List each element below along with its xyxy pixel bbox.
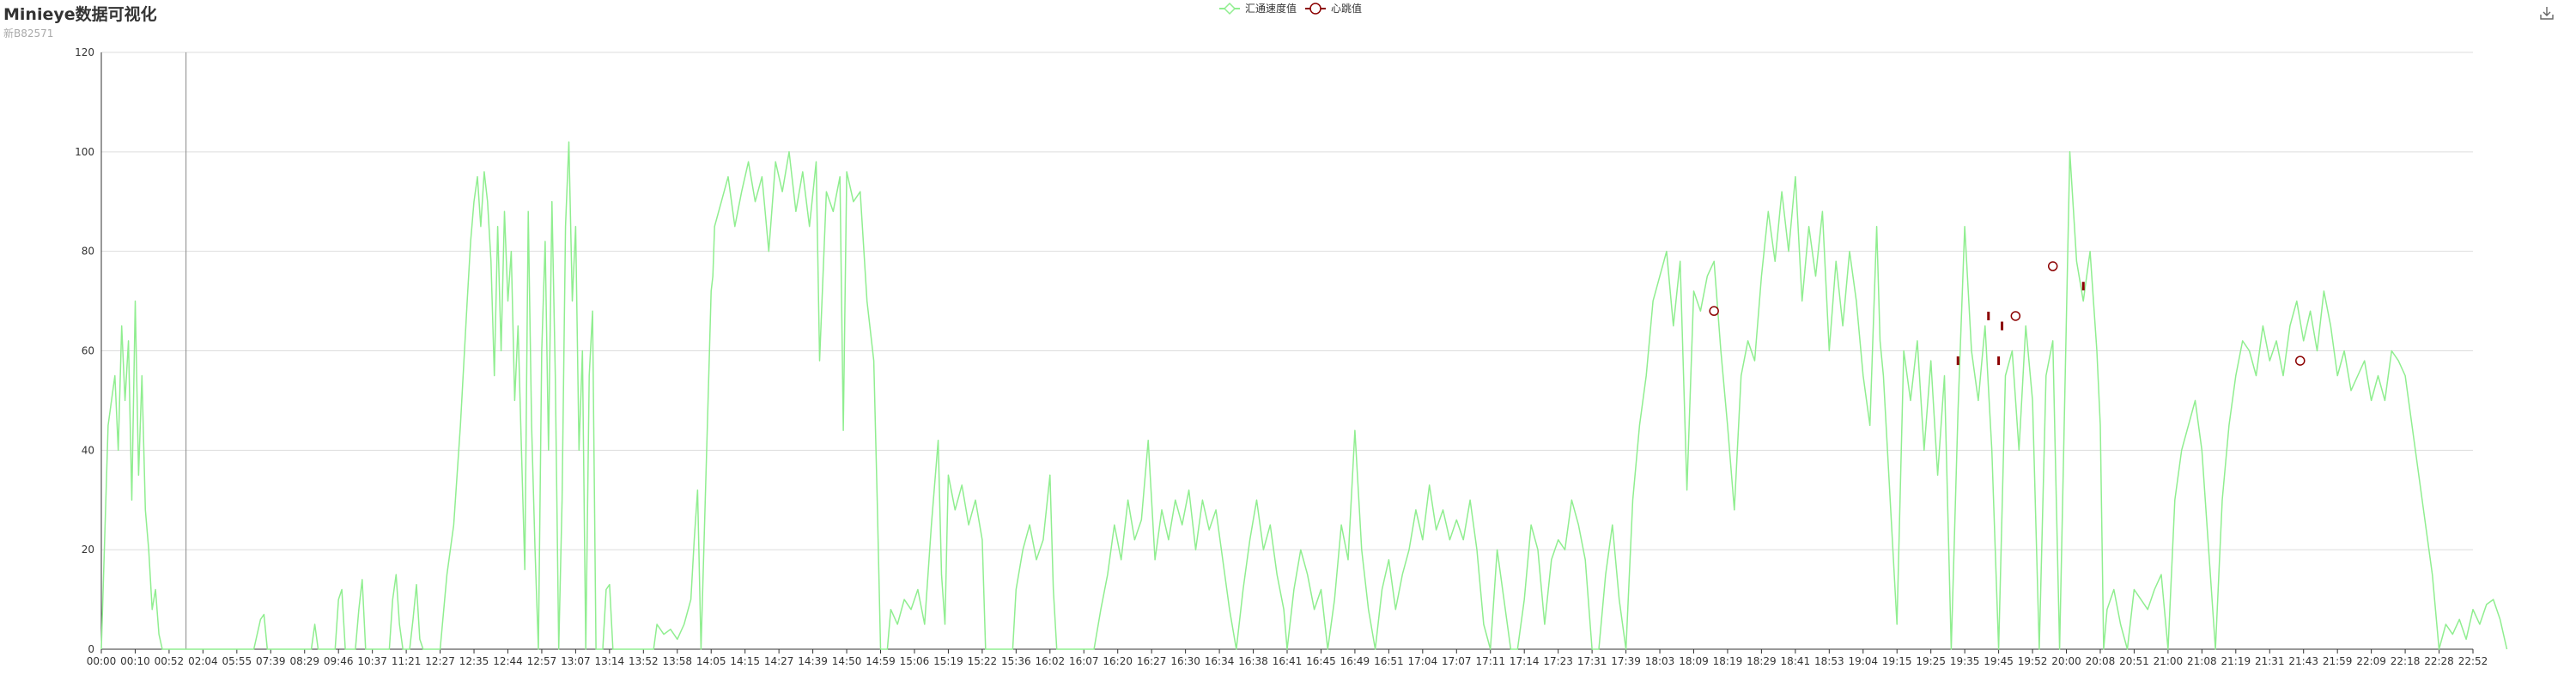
x-tick-label: 00:52 (155, 655, 185, 667)
y-tick-label: 80 (82, 246, 94, 258)
x-tick-label: 00:10 (120, 655, 150, 667)
x-tick-label: 10:37 (357, 655, 387, 667)
x-tick-label: 17:11 (1475, 655, 1505, 667)
grid-lines (101, 52, 2473, 550)
x-tick-label: 21:19 (2221, 655, 2251, 667)
x-tick-label: 12:35 (459, 655, 489, 667)
x-tick-label: 18:09 (1679, 655, 1709, 667)
x-tick-label: 21:08 (2187, 655, 2217, 667)
x-tick-label: 18:03 (1645, 655, 1675, 667)
heartbeat-point (1709, 306, 1719, 316)
x-tick-label: 20:51 (2119, 655, 2149, 667)
x-tick-label: 14:50 (832, 655, 862, 667)
page-subtitle: 新B82571 (3, 27, 54, 40)
x-tick-label: 15:22 (968, 655, 998, 667)
series (100, 141, 2508, 650)
legend-label: 心跳值 (1331, 2, 1362, 15)
x-tick-label: 14:27 (764, 655, 794, 667)
x-tick-label: 22:18 (2391, 655, 2421, 667)
x-tick-label: 13:58 (662, 655, 692, 667)
x-tick-label: 20:00 (2051, 655, 2081, 667)
x-tick-label: 18:53 (1814, 655, 1844, 667)
x-tick-label: 12:27 (425, 655, 455, 667)
x-tick-label: 16:07 (1069, 655, 1099, 667)
y-tick-label: 20 (82, 544, 94, 556)
legend[interactable]: 汇通速度值 心跳值 (1219, 2, 1362, 15)
x-tick-label: 17:39 (1611, 655, 1641, 667)
x-tick-label: 14:05 (696, 655, 726, 667)
x-tick-label: 08:29 (289, 655, 319, 667)
x-tick-label: 02:04 (188, 655, 218, 667)
x-tick-label: 13:52 (629, 655, 659, 667)
x-tick-label: 14:59 (866, 655, 896, 667)
legend-item-heartbeat[interactable]: 心跳值 (1305, 2, 1362, 15)
legend-item-speed[interactable]: 汇通速度值 (1219, 2, 1297, 15)
x-tick-label: 13:14 (595, 655, 625, 667)
x-tick-label: 22:52 (2458, 655, 2488, 667)
x-tick-label: 12:57 (527, 655, 557, 667)
x-tick-label: 15:36 (1001, 655, 1031, 667)
x-tick-label: 22:28 (2424, 655, 2454, 667)
x-tick-label: 17:04 (1408, 655, 1438, 667)
legend-marker (1309, 3, 1321, 15)
x-tick-label: 21:00 (2154, 655, 2184, 667)
x-tick-label: 21:59 (2323, 655, 2353, 667)
x-tick-label: 12:44 (493, 655, 523, 667)
legend-marker (1223, 2, 1236, 15)
y-tick-label: 60 (82, 345, 94, 357)
x-tick-label: 16:30 (1170, 655, 1200, 667)
x-tick-label: 17:14 (1510, 655, 1540, 667)
x-tick-label: 18:19 (1713, 655, 1743, 667)
x-tick-label: 16:45 (1306, 655, 1336, 667)
x-tick-label: 15:19 (933, 655, 963, 667)
x-tick-label: 14:39 (798, 655, 828, 667)
x-tick-label: 14:15 (730, 655, 760, 667)
y-tick-label: 0 (88, 643, 94, 655)
x-tick-label: 07:39 (256, 655, 286, 667)
x-tick-label: 17:07 (1442, 655, 1472, 667)
download-icon[interactable] (2537, 3, 2556, 22)
x-tick-label: 17:31 (1577, 655, 1607, 667)
x-tick-label: 11:21 (392, 655, 422, 667)
x-tick-label: 19:25 (1916, 655, 1946, 667)
x-tick-label: 15:06 (900, 655, 930, 667)
axes: 0 20 40 60 80 100 120 00:00 00:10 00:52 02:04 05:55… (75, 46, 2488, 667)
x-tick-label: 16:51 (1374, 655, 1404, 667)
x-tick-label: 19:04 (1848, 655, 1878, 667)
x-tick-label: 16:38 (1238, 655, 1268, 667)
legend-label: 汇通速度值 (1245, 2, 1297, 15)
x-tick-label: 18:41 (1781, 655, 1811, 667)
heartbeat-point (2295, 356, 2306, 366)
x-tick-label: 21:43 (2288, 655, 2318, 667)
x-tick-label: 16:41 (1273, 655, 1303, 667)
x-tick-label: 21:31 (2255, 655, 2285, 667)
x-tick-label: 05:55 (222, 655, 252, 667)
x-tick-label: 16:49 (1340, 655, 1370, 667)
x-tick-label: 19:35 (1950, 655, 1980, 667)
x-tick-label: 16:27 (1137, 655, 1167, 667)
x-tick-label: 22:09 (2356, 655, 2386, 667)
x-tick-label: 18:29 (1747, 655, 1777, 667)
y-tick-label: 40 (82, 444, 94, 456)
x-tick-label: 16:34 (1205, 655, 1235, 667)
x-tick-label: 20:08 (2086, 655, 2116, 667)
heartbeat-point (2047, 261, 2058, 271)
heartbeat-point (2010, 311, 2021, 321)
x-tick-label: 17:23 (1543, 655, 1573, 667)
x-tick-label: 19:52 (2018, 655, 2048, 667)
y-tick-label: 100 (75, 146, 94, 158)
x-tick-label: 13:07 (561, 655, 591, 667)
x-tick-label: 16:02 (1036, 655, 1066, 667)
x-tick-label: 16:20 (1103, 655, 1133, 667)
speed-series-line (100, 141, 2508, 650)
x-tick-label: 19:15 (1882, 655, 1912, 667)
x-tick-label: 00:00 (87, 655, 117, 667)
y-tick-label: 120 (75, 46, 94, 58)
x-tick-label: 19:45 (1984, 655, 2014, 667)
page-title: Minieye数据可视化 (3, 5, 157, 24)
x-tick-label: 09:46 (324, 655, 354, 667)
